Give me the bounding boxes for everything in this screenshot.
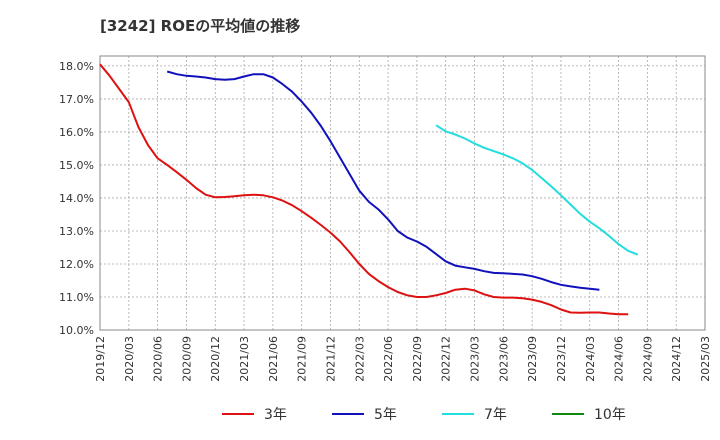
grid xyxy=(99,56,706,331)
x-tick-label: 2023/03 xyxy=(469,336,482,382)
legend-label: 5年 xyxy=(374,407,397,423)
x-tick-label: 2020/06 xyxy=(152,336,165,382)
x-tick-label: 2020/03 xyxy=(123,336,136,382)
y-tick-label: 15.0% xyxy=(59,159,94,172)
y-axis: 10.0% 11.0% 12.0% 13.0% 14.0% 15.0% 16.0% 17.0%… xyxy=(59,60,94,337)
x-tick-label: 2025/03 xyxy=(699,336,712,382)
chart-title: [3242] ROEの平均値の推移 xyxy=(100,17,300,35)
y-tick-label: 16.0% xyxy=(59,126,94,139)
x-tick-label: 2022/03 xyxy=(353,336,366,382)
series-lines xyxy=(99,63,639,316)
x-tick-label: 2024/03 xyxy=(584,336,597,382)
x-tick-label: 2020/09 xyxy=(180,336,193,382)
x-tick-label: 2023/12 xyxy=(555,336,568,382)
y-tick-label: 10.0% xyxy=(59,324,94,337)
series-line-3年 xyxy=(99,63,629,316)
series-line-7年 xyxy=(435,124,639,256)
y-tick-label: 14.0% xyxy=(59,192,94,205)
x-tick-label: 2024/12 xyxy=(670,336,683,382)
x-tick-label: 2024/09 xyxy=(641,336,654,382)
legend-label: 10年 xyxy=(594,407,626,423)
x-tick-label: 2022/09 xyxy=(411,336,424,382)
y-tick-label: 17.0% xyxy=(59,93,94,106)
x-tick-label: 2023/09 xyxy=(526,336,539,382)
y-tick-label: 13.0% xyxy=(59,225,94,238)
y-tick-label: 12.0% xyxy=(59,258,94,271)
legend: 3年 5年 7年 10年 xyxy=(222,407,626,423)
y-tick-label: 11.0% xyxy=(59,291,94,304)
plot-area xyxy=(99,55,706,331)
x-tick-label: 2023/06 xyxy=(497,336,510,382)
x-tick-label: 2024/06 xyxy=(613,336,626,382)
y-tick-label: 18.0% xyxy=(59,60,94,73)
series-line-5年 xyxy=(166,70,600,291)
x-tick-label: 2022/06 xyxy=(382,336,395,382)
legend-label: 7年 xyxy=(484,407,507,423)
x-tick-label: 2022/12 xyxy=(440,336,453,382)
x-tick-label: 2020/12 xyxy=(209,336,222,382)
x-tick-label: 2021/12 xyxy=(324,336,337,382)
x-tick-label: 2019/12 xyxy=(94,336,107,382)
x-tick-label: 2021/06 xyxy=(267,336,280,382)
legend-label: 3年 xyxy=(264,407,287,423)
x-tick-label: 2021/09 xyxy=(296,336,309,382)
x-axis: 2019/12 2020/03 2020/06 2020/09 2020/12 2021/… xyxy=(94,336,712,382)
x-tick-label: 2021/03 xyxy=(238,336,251,382)
